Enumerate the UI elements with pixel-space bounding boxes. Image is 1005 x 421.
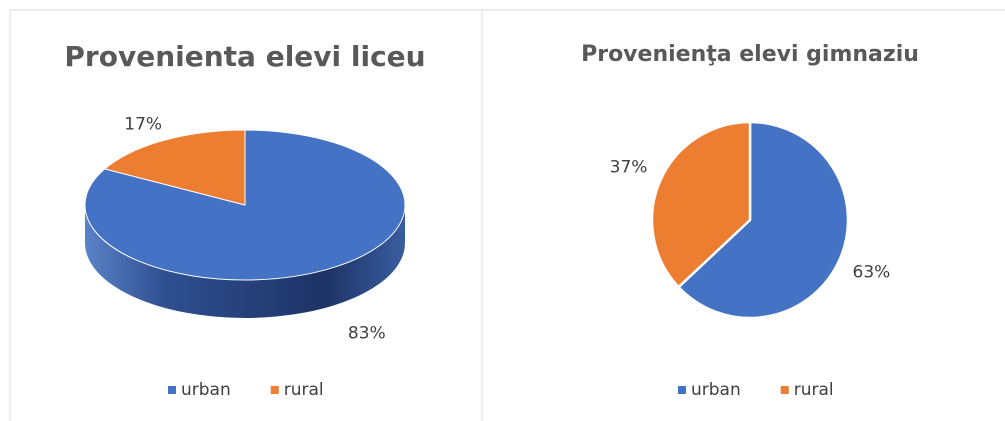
legend-label: urban: [181, 380, 231, 400]
legend-label: rural: [284, 380, 324, 400]
legend-label: urban: [691, 380, 741, 400]
data-label: 83%: [348, 324, 386, 344]
data-label: 17%: [124, 114, 162, 134]
chart-frame: [481, 9, 1005, 421]
pie-side: [85, 205, 405, 318]
chart-title: Provenienţa elevi gimnaziu: [581, 42, 919, 67]
legend-marker: [678, 386, 686, 394]
legend-label: rural: [794, 380, 834, 400]
legend-marker: [270, 386, 279, 394]
legend-marker: [780, 386, 789, 394]
legend-marker: [168, 386, 176, 394]
pie-slice: [650, 120, 752, 289]
chart-title: Provenienta elevi liceu: [64, 40, 425, 73]
data-label: 37%: [610, 157, 648, 177]
pie-slice: [676, 120, 850, 320]
pie-slice: [103, 129, 246, 206]
data-label: 63%: [853, 263, 891, 283]
